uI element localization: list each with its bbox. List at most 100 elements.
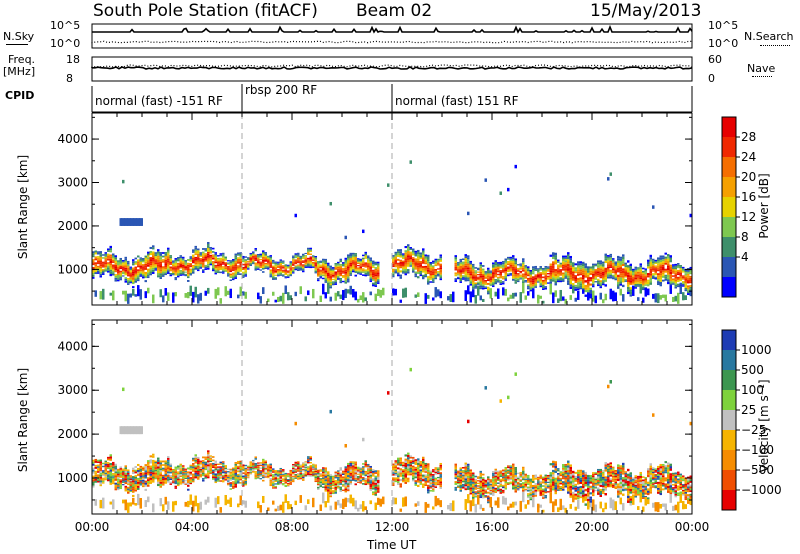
power-cell — [514, 260, 517, 263]
power-cell — [512, 274, 515, 277]
power-cell — [524, 295, 527, 300]
power-cell — [282, 266, 285, 268]
power-cell — [644, 277, 647, 279]
power-cell — [192, 258, 195, 260]
power-cell — [554, 276, 557, 279]
velocity-cell — [352, 476, 355, 479]
velocity-cell — [252, 461, 255, 463]
velocity-cell — [289, 481, 292, 483]
velocity-cell — [139, 477, 142, 479]
power-cell — [557, 298, 560, 303]
power-cell — [297, 254, 300, 256]
power-cell — [329, 278, 332, 281]
power-cell — [229, 260, 232, 262]
power-cell — [462, 272, 465, 274]
power-cell — [462, 269, 465, 271]
power-cell — [579, 281, 582, 284]
velocity-cell — [177, 466, 180, 469]
velocity-cell — [354, 474, 357, 477]
power-cell — [504, 260, 507, 262]
power-cell — [337, 270, 340, 273]
power-cell — [472, 280, 475, 283]
power-cell — [249, 259, 252, 261]
velocity-cell — [119, 468, 122, 470]
power-cell — [254, 254, 257, 257]
power-cell — [362, 257, 365, 260]
power-cell — [174, 270, 177, 273]
power-cell — [414, 254, 417, 257]
power-cell — [232, 269, 235, 272]
power-cell — [394, 268, 397, 271]
velocity-cell — [222, 467, 225, 469]
velocity-cell — [304, 466, 307, 468]
power-cell — [202, 258, 205, 261]
power-cell — [317, 267, 320, 269]
velocity-cell — [209, 455, 212, 457]
velocity-cell — [134, 487, 137, 490]
power-cell — [377, 269, 380, 272]
power-cell — [127, 279, 130, 282]
power-cell — [432, 270, 435, 272]
power-cell — [462, 264, 465, 267]
power-cell — [457, 268, 460, 270]
power-cell — [104, 262, 107, 265]
velocity-cell — [99, 474, 102, 477]
velocity-cell — [324, 470, 327, 473]
power-cell — [619, 273, 622, 276]
power-cell — [649, 277, 652, 281]
power-cell — [652, 276, 655, 278]
power-cell — [409, 257, 412, 260]
power-cell — [189, 272, 192, 275]
power-cell — [157, 275, 160, 278]
power-cell — [219, 262, 222, 264]
power-cell — [304, 296, 307, 302]
velocity-cell — [347, 475, 350, 478]
power-cell — [662, 272, 665, 275]
power-cell — [99, 275, 102, 278]
velocity-cell — [112, 479, 115, 482]
velocity-cell — [279, 470, 282, 472]
velocity-cell — [247, 467, 250, 469]
power-cell — [189, 269, 192, 272]
velocity-cell — [329, 485, 332, 488]
power-cell — [287, 267, 290, 269]
power-cell — [509, 258, 512, 260]
power-cell — [164, 255, 167, 258]
power-cell — [574, 275, 577, 278]
power-cell — [467, 255, 470, 258]
velocity-cell — [237, 460, 240, 463]
power-cell — [247, 261, 250, 263]
power-cell — [304, 257, 307, 259]
power-cell — [274, 269, 277, 271]
power-cell — [517, 275, 520, 277]
power-cell — [469, 264, 472, 267]
velocity-cell — [177, 475, 180, 478]
velocity-cell — [314, 478, 317, 480]
power-cell — [294, 260, 297, 262]
velocity-cell — [409, 367, 412, 372]
power-cell — [349, 285, 352, 295]
power-cell — [567, 254, 570, 257]
power-cell — [92, 253, 95, 256]
power-cell — [242, 260, 245, 263]
power-cell — [244, 260, 247, 263]
velocity-cell — [214, 467, 217, 469]
power-cell — [329, 296, 332, 302]
velocity-cell — [229, 483, 232, 486]
velocity-cell — [342, 480, 345, 483]
power-cell — [167, 253, 170, 256]
power-cell — [189, 265, 192, 268]
velocity-cell — [282, 473, 285, 475]
velocity-cell — [167, 473, 170, 476]
power-cell — [482, 279, 485, 281]
power-cell — [414, 294, 417, 298]
power-cell — [539, 269, 542, 271]
power-cell — [554, 271, 557, 274]
power-cell — [257, 267, 260, 269]
power-cell — [229, 279, 232, 282]
power-cell — [602, 275, 605, 277]
power-cell — [394, 261, 397, 263]
power-cell — [439, 270, 442, 273]
power-cell — [484, 283, 487, 286]
power-cell — [187, 270, 190, 273]
